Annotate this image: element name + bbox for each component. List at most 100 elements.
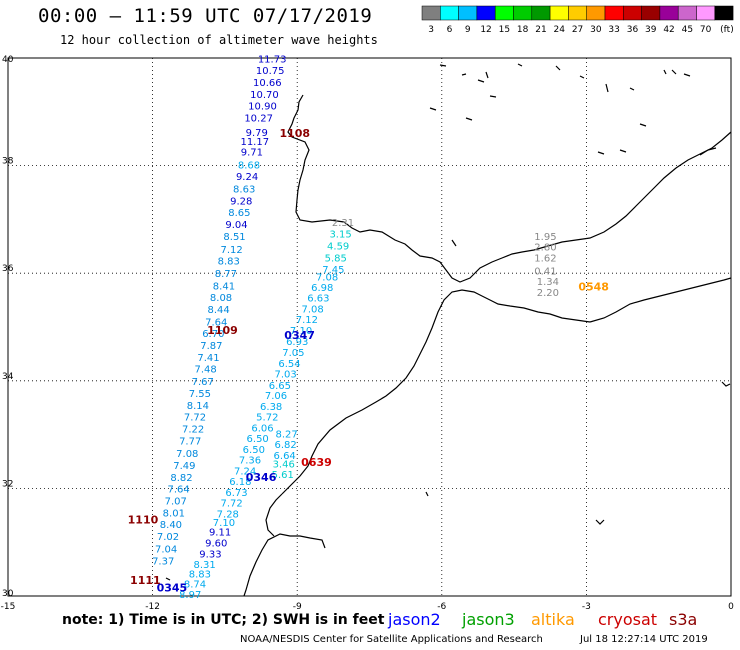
- colorbar-label: 18: [517, 25, 529, 35]
- wave-height-value: 6.50: [243, 445, 265, 456]
- wave-height-value: 5.72: [256, 413, 278, 424]
- map-frame: [7, 57, 732, 597]
- colorbar-swatch: [714, 5, 734, 21]
- wave-height-value: 8.83: [218, 257, 240, 268]
- longitude-tick-label: -15: [1, 602, 16, 612]
- wave-height-value: 7.10: [290, 326, 312, 337]
- legend-altika: altika: [531, 610, 575, 629]
- wave-height-value: 1.62: [534, 253, 556, 264]
- wave-height-value: 7.64: [167, 485, 189, 496]
- colorbar-swatch: [476, 5, 496, 21]
- wave-height-value: 11.17: [240, 137, 269, 148]
- wave-height-value: 7.45: [322, 265, 344, 276]
- pass-time: 1108: [279, 127, 310, 140]
- colorbar-label: 39: [645, 25, 657, 35]
- colorbar-swatch: [494, 5, 514, 21]
- wave-height-value: 7.08: [301, 304, 323, 315]
- pass-time: 1109: [207, 324, 238, 337]
- wave-height-value: 5.85: [325, 253, 347, 264]
- wave-height-value: 7.48: [194, 365, 216, 376]
- wave-height-value: 7.67: [192, 377, 214, 388]
- colorbar-swatch: [604, 5, 624, 21]
- axis-ticks: -15 -12 -9 -6 -3 0 40 38 36 34 32 30: [1, 55, 734, 612]
- longitude-tick-label: -3: [582, 602, 591, 612]
- wave-height-value: 8.82: [170, 473, 192, 484]
- wave-height-value: 6.70: [202, 329, 224, 340]
- footnote: note: 1) Time is in UTC; 2) SWH is in fe…: [62, 612, 385, 628]
- colorbar-swatch: [531, 5, 551, 21]
- colorbar-swatch: [549, 5, 569, 21]
- colorbar-swatch: [421, 5, 441, 21]
- wave-height-value: 8.31: [194, 560, 216, 571]
- credit-line: NOAA/NESDIS Center for Satellite Applica…: [240, 634, 543, 645]
- wave-height-value: 0.41: [534, 266, 556, 277]
- wave-height-value: 10.27: [244, 113, 273, 124]
- longitude-tick-label: -12: [145, 602, 160, 612]
- wave-height-value: 7.24: [234, 466, 256, 477]
- latitude-tick-label: 30: [2, 589, 14, 599]
- wave-height-value: 1.95: [534, 232, 556, 243]
- wave-height-value: 8.51: [223, 232, 245, 243]
- wave-height-value: 7.37: [152, 556, 174, 567]
- colorbar-label: (ft): [720, 25, 734, 35]
- wave-height-value: 6.50: [247, 434, 269, 445]
- wave-height-value: 10.70: [250, 90, 279, 101]
- wave-height-value: 6.18: [229, 477, 251, 488]
- wave-height-value: 8.27: [275, 429, 297, 440]
- wave-height-value: 6.38: [260, 402, 282, 413]
- longitude-tick-label: 0: [728, 602, 734, 612]
- pass-time: 1111: [130, 574, 161, 587]
- wave-height-value: 7.77: [179, 436, 201, 447]
- wave-height-value: 7.72: [221, 499, 243, 510]
- wave-height-value: 1.34: [537, 277, 559, 288]
- wave-height-value: 6.82: [274, 440, 296, 451]
- wave-height-value: 7.12: [296, 315, 318, 326]
- wave-height-value: 6.65: [269, 381, 291, 392]
- wave-height-value: 7.72: [184, 413, 206, 424]
- wave-height-value: 8.97: [179, 590, 201, 601]
- wave-height-value: 7.36: [239, 456, 261, 467]
- wave-height-value: 7.55: [189, 389, 211, 400]
- wave-height-value: 8.77: [215, 269, 237, 280]
- wave-height-value: 2.20: [537, 288, 559, 299]
- wave-height-value: 3.15: [329, 230, 351, 241]
- colorbar-swatch: [641, 5, 661, 21]
- legend-jason2: jason2: [388, 610, 441, 629]
- colorbar-swatch: [659, 5, 679, 21]
- wave-height-value: 2.31: [332, 218, 354, 229]
- colorbar-label: 21: [535, 25, 546, 35]
- latitude-tick-label: 32: [2, 479, 13, 489]
- colorbar-label: 42: [663, 25, 674, 35]
- colorbar-swatch: [586, 5, 606, 21]
- legend-cryosat: cryosat: [598, 610, 658, 629]
- wave-height-value: 7.64: [205, 317, 227, 328]
- pass-time: 0548: [578, 280, 609, 293]
- wave-height-value: 8.44: [208, 305, 230, 316]
- wave-height-value: 9.28: [230, 196, 252, 207]
- wave-height-value: 9.33: [199, 549, 221, 560]
- generated-timestamp: Jul 18 12:27:14 UTC 2019: [580, 634, 708, 645]
- wave-height-value: 7.08: [176, 449, 198, 460]
- wave-height-value: 3.46: [273, 459, 295, 470]
- map-gridlines: [8, 58, 731, 596]
- pass-time: 1110: [128, 513, 159, 526]
- wave-height-value: 6.93: [286, 337, 308, 348]
- wave-height-value: 7.10: [213, 518, 235, 529]
- wave-height-value: 6.64: [274, 451, 296, 462]
- pass-time: 0639: [301, 456, 332, 469]
- colorbar-swatch: [568, 5, 587, 21]
- wave-height-value: 2.80: [534, 243, 556, 254]
- colorbar-label: 3: [428, 25, 434, 35]
- wave-height-value: 6.73: [225, 488, 247, 499]
- coastline: [165, 63, 732, 597]
- wave-height-value: 8.14: [187, 401, 209, 412]
- wave-height-value: 10.90: [248, 102, 277, 113]
- pass-time-labels: 1108 1109 1110 1111 0347 0346 0345 0639 0548: [128, 127, 609, 595]
- wave-height-value: 8.74: [184, 579, 206, 590]
- wave-height-value: 8.08: [210, 293, 232, 304]
- wave-height-value: 7.02: [157, 532, 179, 543]
- wave-height-value: 7.06: [265, 391, 287, 402]
- wave-height-value: 8.68: [238, 160, 260, 171]
- colorbar-label: 15: [499, 25, 510, 35]
